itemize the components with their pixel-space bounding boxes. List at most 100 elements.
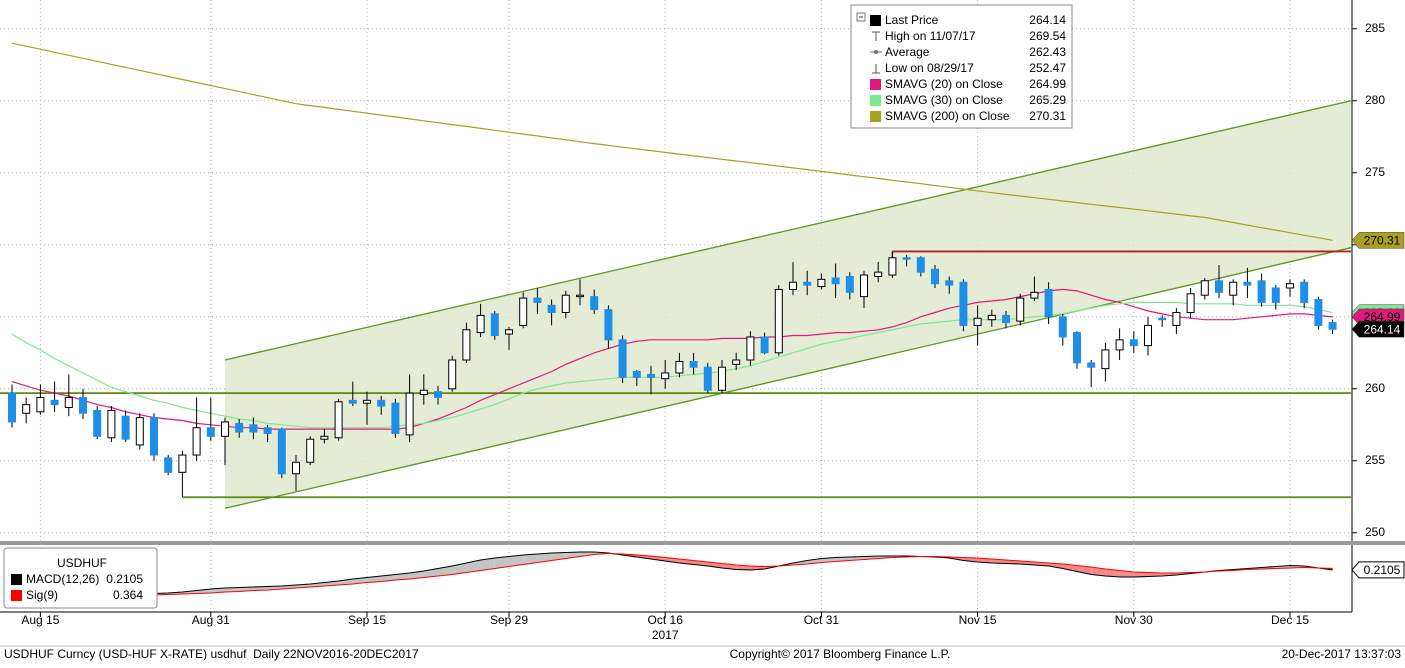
candle-body <box>1101 349 1110 370</box>
candle-body <box>277 428 286 475</box>
candle-body <box>22 404 31 414</box>
macd-fill <box>395 573 410 580</box>
candle-body <box>1172 311 1181 326</box>
legend-value: 269.54 <box>1029 29 1066 43</box>
series-tag: 264.99 <box>1364 310 1401 324</box>
candle-body <box>1115 339 1124 351</box>
candle-body <box>505 329 513 335</box>
candle-body <box>746 336 755 361</box>
candle-body <box>150 417 158 456</box>
legend-box <box>850 4 1073 129</box>
y-tick-label: 275 <box>1365 165 1385 179</box>
candle-body <box>462 329 471 361</box>
candle-body <box>1073 332 1081 364</box>
candle-body <box>987 314 996 321</box>
x-tick-label: Aug 15 <box>21 613 59 627</box>
candle-body <box>945 280 954 286</box>
x-tick-label: Dec 15 <box>1271 613 1309 627</box>
macd-fill <box>438 566 453 576</box>
layer <box>8 42 1337 601</box>
candle-body <box>178 454 187 473</box>
candle-body <box>519 297 528 326</box>
legend-swatch <box>11 590 22 601</box>
candle-body <box>647 373 655 378</box>
candle-body <box>448 359 457 390</box>
candle-body <box>391 402 400 434</box>
last-price-tag-shape <box>1351 320 1405 338</box>
candle-body <box>1186 293 1195 313</box>
candle-body <box>221 421 229 437</box>
candle-body <box>1087 362 1096 368</box>
x-tick-label: Aug 31 <box>192 613 230 627</box>
candle-body <box>64 396 73 409</box>
candle-body <box>817 278 826 288</box>
candle-body <box>206 427 215 437</box>
candle-body <box>93 409 102 437</box>
legend-label: SMAVG (30) on Close <box>885 93 1003 107</box>
candle-body <box>235 422 244 433</box>
macd-fill <box>452 563 467 575</box>
candle-body <box>874 271 883 277</box>
footer-right: 20-Dec-2017 13:37:03 <box>1282 647 1402 661</box>
legend-value: 0.364 <box>113 588 143 602</box>
candle-body <box>36 396 45 413</box>
y-tick-label: 255 <box>1365 453 1385 467</box>
candle-body <box>803 281 812 286</box>
candle-body <box>789 281 797 290</box>
macd-fill <box>1091 567 1106 576</box>
candle-body <box>1314 299 1323 326</box>
legend-value: 265.29 <box>1029 93 1066 107</box>
candle-body <box>916 257 925 273</box>
macd-fill <box>466 560 481 573</box>
candle-body <box>888 257 897 276</box>
candle-body <box>363 399 371 404</box>
macd-fill <box>1048 563 1063 569</box>
macd-fill <box>253 586 268 591</box>
candle-body <box>860 274 868 298</box>
candle-body <box>434 391 442 398</box>
candle-body <box>490 313 499 337</box>
legend-label: Low on 08/29/17 <box>885 61 974 75</box>
y-tick-label: 280 <box>1365 93 1385 107</box>
macd-fill <box>338 579 353 585</box>
candle-body <box>306 438 315 463</box>
candle-body <box>831 277 840 285</box>
candle-body <box>1030 291 1039 299</box>
macd-fill <box>1105 569 1120 577</box>
candle-body <box>576 294 584 298</box>
moving-average-line <box>11 42 1333 241</box>
y-tick-label: 250 <box>1365 525 1385 539</box>
candle-body <box>675 360 684 374</box>
macd-line <box>11 552 1333 601</box>
candle-body <box>1257 280 1266 303</box>
legend-swatch <box>870 111 881 122</box>
candle-body <box>1129 339 1138 347</box>
legend-value: 264.14 <box>1029 13 1066 27</box>
candle-body <box>533 297 542 303</box>
x-tick-label: Oct 16 <box>648 613 684 627</box>
macd-title: USDHUF <box>57 556 107 570</box>
x-group-label: 2017 <box>652 628 679 642</box>
legend-label: Average <box>885 45 930 59</box>
footer-left: USDHUF Curncy (USD-HUF X-RATE) usdhuf Da… <box>4 647 419 661</box>
candle-body <box>1058 316 1067 338</box>
candle-body <box>79 396 87 414</box>
macd-tag-shape <box>1351 561 1405 579</box>
channel-area <box>225 100 1352 509</box>
legend-swatch <box>870 15 881 26</box>
legend-label: SMAVG (20) on Close <box>885 77 1003 91</box>
candle-body <box>1271 287 1280 303</box>
candle-body <box>931 268 939 285</box>
x-tick-label: Nov 30 <box>1115 613 1153 627</box>
macd-fill <box>1148 572 1163 577</box>
macd-fill <box>480 558 495 571</box>
legend-swatch <box>870 79 881 90</box>
candle-body <box>618 339 627 378</box>
legend-swatch <box>11 574 22 585</box>
legend-value: 252.47 <box>1029 61 1066 75</box>
series-tag-shape <box>1351 232 1405 249</box>
x-tick-label: Oct 31 <box>804 613 840 627</box>
footer-center: Copyright© 2017 Bloomberg Finance L.P. <box>730 647 951 661</box>
candle-body <box>292 461 300 475</box>
